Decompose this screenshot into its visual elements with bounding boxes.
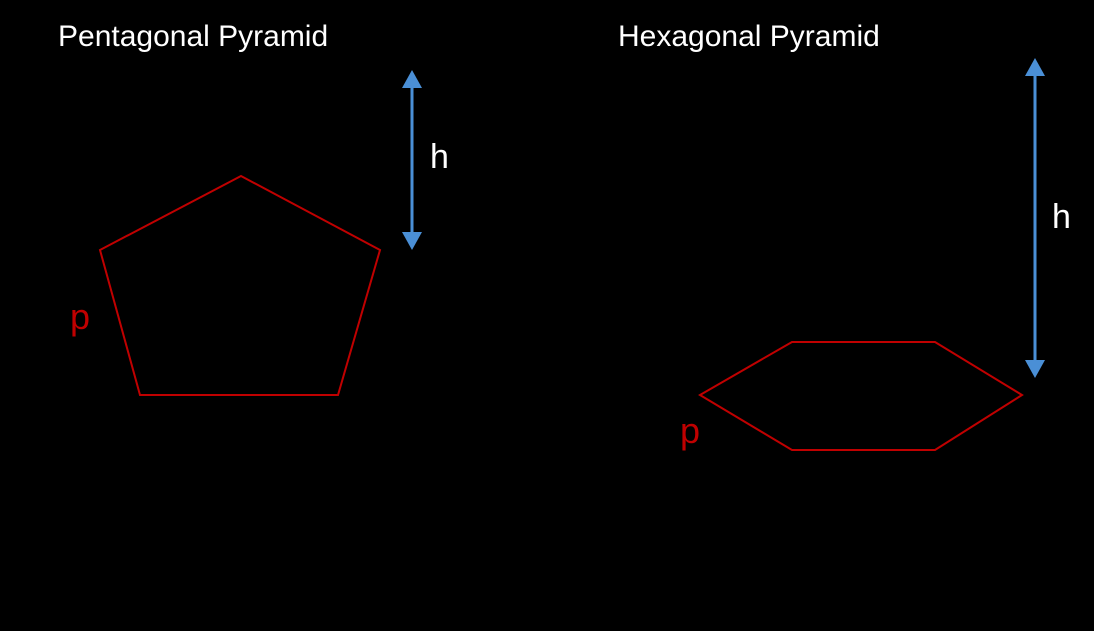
pentagon-shape [100, 176, 380, 395]
side-label-p-right: p [680, 410, 700, 452]
title-hexagonal-pyramid: Hexagonal Pyramid [618, 20, 880, 54]
height-label-h-left: h [430, 138, 449, 177]
hexagon-shape [700, 342, 1022, 450]
shapes-svg [0, 0, 1094, 631]
side-label-p-left: p [70, 296, 90, 338]
height-label-h-right: h [1052, 198, 1071, 237]
title-pentagonal-pyramid: Pentagonal Pyramid [58, 20, 328, 54]
height-arrow-left [402, 70, 422, 250]
height-arrow-right [1025, 58, 1045, 378]
diagram-canvas: Pentagonal Pyramid Hexagonal Pyramid p p… [0, 0, 1094, 631]
